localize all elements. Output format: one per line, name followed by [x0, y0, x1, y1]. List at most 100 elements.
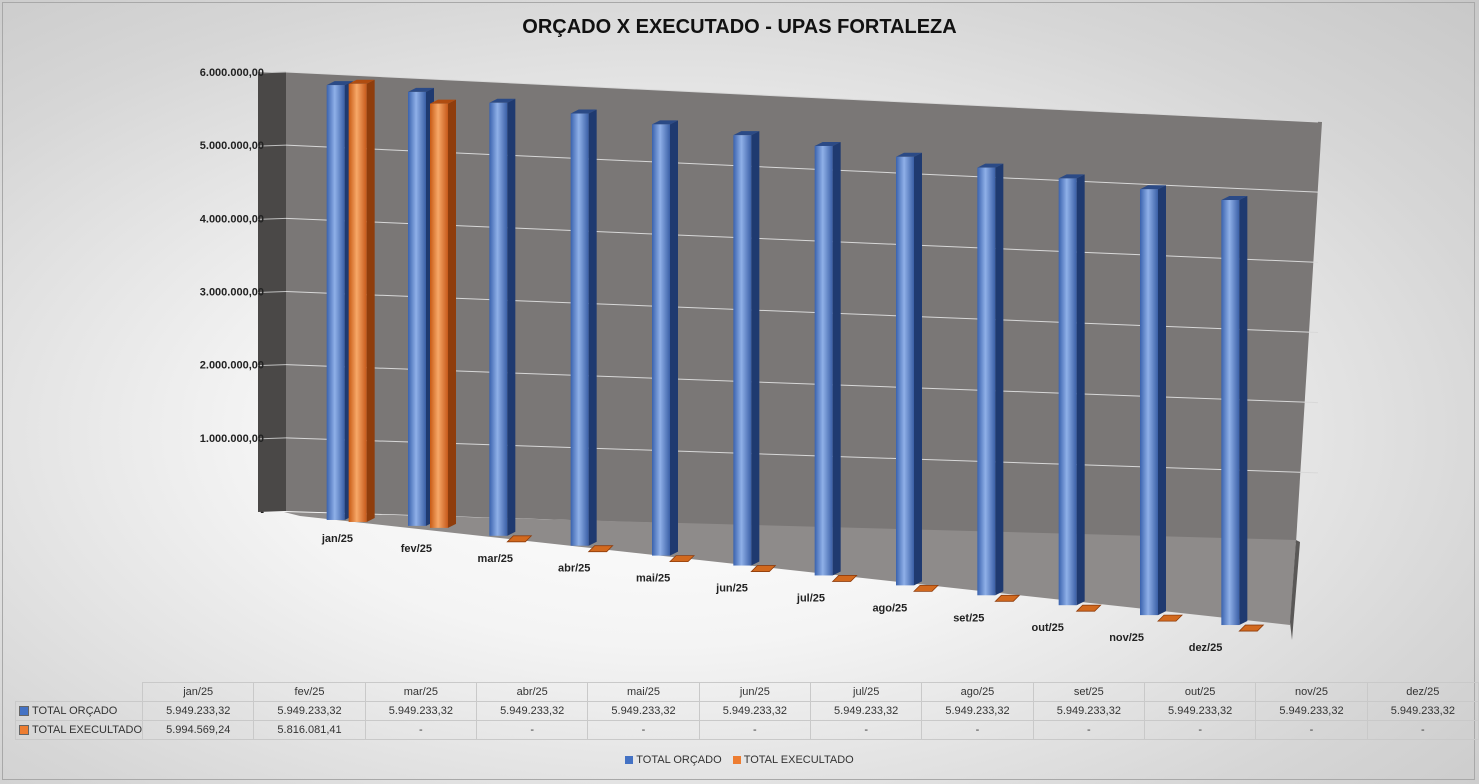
- legend-label-orcado: TOTAL ORÇADO: [636, 754, 722, 766]
- table-cell: 5.949.233,32: [921, 701, 1034, 721]
- table-row-swatch: [19, 725, 29, 736]
- bar-orcado: [1058, 174, 1085, 606]
- y-tick-label: 1.000.000,00: [200, 433, 264, 445]
- table-cell: -: [587, 720, 700, 740]
- table-cell: 5.949.233,32: [142, 701, 255, 721]
- table-cell: -: [1143, 720, 1257, 740]
- table-cell: -: [364, 720, 478, 740]
- x-tick-label: dez/25: [1189, 642, 1223, 654]
- gridline-side: [257, 144, 287, 147]
- chart-plot: - 1.000.000,00 2.000.000,00 3.000.000,00 4.0…: [200, 67, 1322, 654]
- x-tick-label: out/25: [1032, 622, 1064, 634]
- bar-orcado: [1221, 196, 1248, 626]
- bar-executado: [1238, 624, 1265, 632]
- x-tick-label: nov/25: [1109, 632, 1144, 644]
- legend-swatch-executado: [732, 756, 741, 765]
- bar-orcado: [652, 120, 678, 556]
- bar-executado: [994, 594, 1021, 602]
- table-row-label-text: TOTAL EXECULTADO: [32, 724, 143, 736]
- table-cell: 5.949.233,32: [476, 701, 589, 721]
- gridline-side: [257, 71, 287, 74]
- x-tick-label: fev/25: [401, 543, 432, 555]
- table-header-cell: mai/25: [587, 682, 700, 702]
- gridline-side: [257, 364, 287, 367]
- table-header-cell: jul/25: [809, 682, 923, 702]
- table-cell: 5.949.233,32: [1143, 701, 1257, 721]
- bar-executado: [1075, 604, 1102, 612]
- y-tick-label: 5.000.000,00: [200, 140, 264, 152]
- table-header-cell: ago/25: [921, 682, 1034, 702]
- bar-orcado: [733, 131, 760, 566]
- table-header-cell: jan/25: [142, 682, 255, 702]
- table-row-label-text: TOTAL ORÇADO: [32, 705, 118, 717]
- floor: [284, 512, 1296, 625]
- table-header-cell: abr/25: [476, 682, 589, 702]
- table-header-cell: mar/25: [364, 682, 478, 702]
- bar-executado: [348, 79, 375, 522]
- gridline-side: [257, 437, 287, 440]
- gridline: [285, 71, 1319, 123]
- table-cell: 5.949.233,32: [1366, 701, 1479, 721]
- y-tick-label: 2.000.000,00: [200, 360, 264, 372]
- table-row-label: TOTAL ORÇADO: [14, 701, 144, 721]
- table-row-swatch: [19, 706, 29, 717]
- table-cell: -: [476, 720, 589, 740]
- x-tick-label: ago/25: [872, 602, 907, 614]
- table-cell: -: [1255, 720, 1368, 740]
- bar-executado: [506, 535, 533, 543]
- table-cell: 5.816.081,41: [253, 720, 366, 740]
- table-cell: 5.949.233,32: [587, 701, 700, 721]
- x-tick-label: jan/25: [321, 533, 353, 545]
- bar-orcado: [896, 152, 922, 586]
- bar-executado: [669, 555, 695, 563]
- table-row: TOTAL ORÇADO 5.949.233,32 5.949.233,32 5.94…: [14, 701, 1479, 721]
- legend-item-executado: TOTAL EXECULTADO: [732, 754, 854, 766]
- bar-executado: [430, 99, 456, 528]
- legend-label-executado: TOTAL EXECULTADO: [743, 754, 854, 766]
- bar-orcado: [1140, 185, 1166, 616]
- table-cell: -: [1032, 720, 1145, 740]
- table-header-cell: fev/25: [253, 682, 366, 702]
- y-tick-label: 6.000.000,00: [200, 67, 264, 79]
- table-cell: -: [809, 720, 923, 740]
- gridline: [285, 144, 1319, 193]
- table-cell: -: [921, 720, 1034, 740]
- table-corner: [16, 683, 143, 702]
- x-tick-label: abr/25: [558, 563, 590, 575]
- table-header-cell: out/25: [1143, 682, 1257, 702]
- y-tick-label: 4.000.000,00: [200, 213, 264, 225]
- bar-executado: [587, 545, 614, 553]
- x-tick-label: jun/25: [715, 583, 748, 595]
- bar-orcado: [977, 163, 1004, 596]
- floor-edge: [1290, 540, 1300, 640]
- table-header-cell: set/25: [1032, 682, 1145, 702]
- x-tick-label: jul/25: [796, 592, 825, 604]
- bar-executado: [750, 565, 777, 572]
- gridline-side: [257, 291, 287, 293]
- table-row-label: TOTAL EXECULTADO: [14, 720, 144, 740]
- gridline-side: [257, 217, 287, 220]
- x-tick-label: mar/25: [478, 553, 513, 565]
- bar-executado: [913, 584, 939, 592]
- table-header-cell: jun/25: [698, 682, 812, 702]
- bar-orcado: [570, 109, 597, 546]
- table-cell: -: [1366, 720, 1479, 740]
- data-table: jan/25 fev/25 mar/25 abr/25 mai/25 jun/25 jul/…: [14, 682, 1479, 740]
- table-row: TOTAL EXECULTADO 5.994.569,24 5.816.081,41…: [14, 720, 1479, 740]
- bar-orcado: [489, 98, 516, 536]
- table-cell: -: [698, 720, 812, 740]
- table-cell: 5.994.569,24: [142, 720, 255, 740]
- chart-title: ORÇADO X EXECUTADO - UPAS FORTALEZA: [522, 16, 957, 38]
- y-tick-label: -: [260, 506, 264, 518]
- table-cell: 5.949.233,32: [1032, 701, 1145, 721]
- bar-executado: [1157, 614, 1183, 622]
- table-cell: 5.949.233,32: [1255, 701, 1368, 721]
- table-header-cell: dez/25: [1366, 682, 1479, 702]
- table-header-cell: nov/25: [1255, 682, 1368, 702]
- bar-orcado: [814, 141, 841, 576]
- table-cell: 5.949.233,32: [364, 701, 478, 721]
- table-cell: 5.949.233,32: [253, 701, 366, 721]
- table-header-row: jan/25 fev/25 mar/25 abr/25 mai/25 jun/25 jul/…: [16, 682, 1479, 702]
- legend-swatch-orcado: [625, 756, 634, 765]
